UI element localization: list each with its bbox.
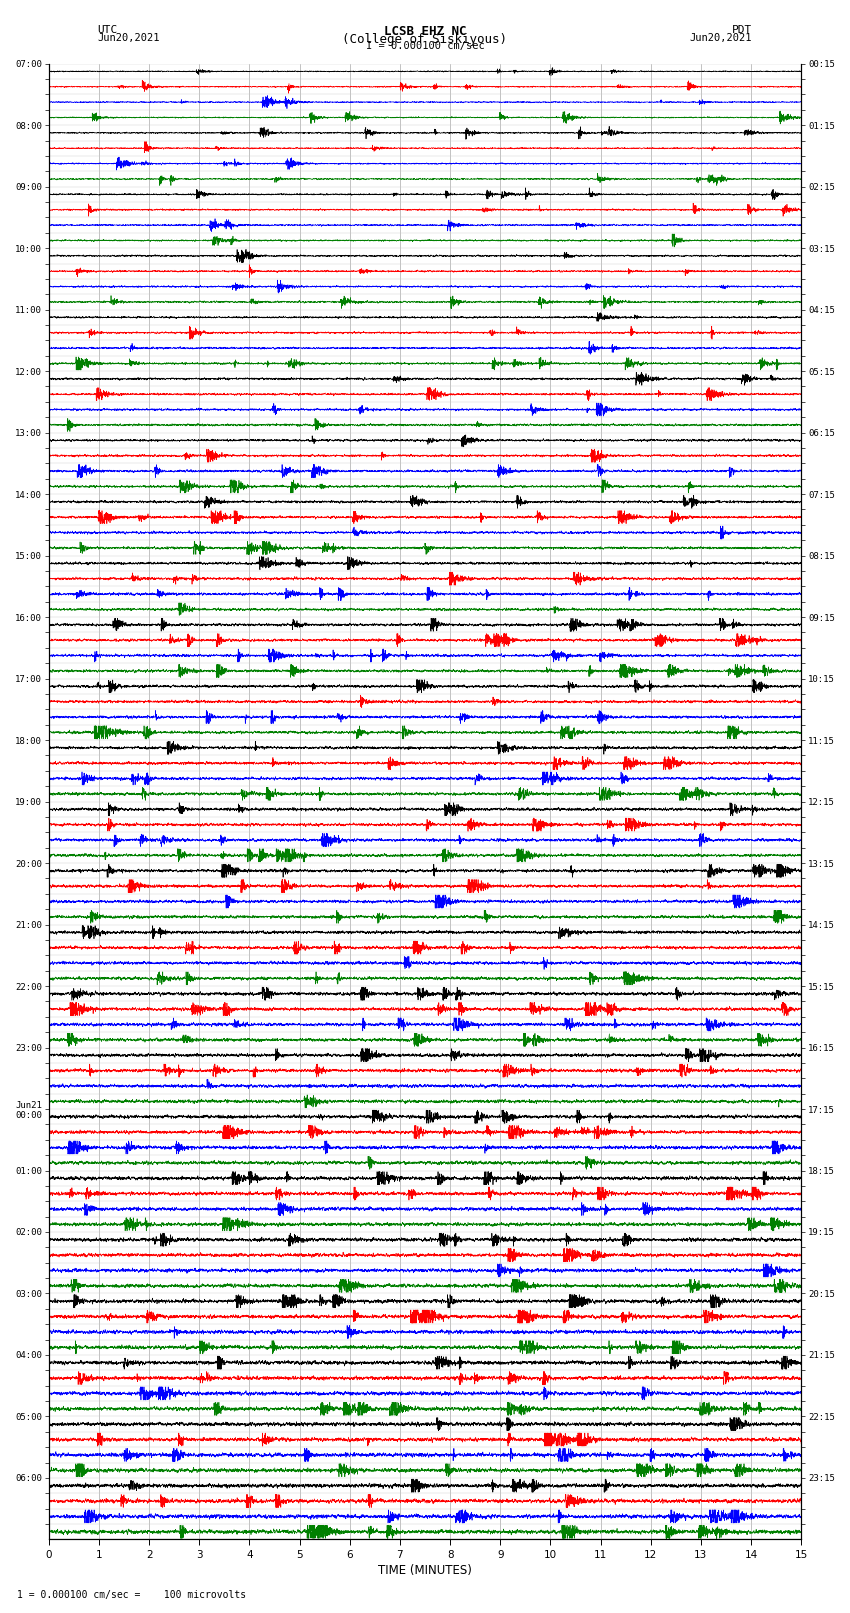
Text: PDT: PDT xyxy=(732,24,752,35)
Text: Jun20,2021: Jun20,2021 xyxy=(98,32,161,44)
Text: I = 0.000100 cm/sec: I = 0.000100 cm/sec xyxy=(366,40,484,52)
Text: LCSB EHZ NC: LCSB EHZ NC xyxy=(383,24,467,39)
Text: UTC: UTC xyxy=(98,24,118,35)
X-axis label: TIME (MINUTES): TIME (MINUTES) xyxy=(378,1565,472,1578)
Text: (College of Siskiyous): (College of Siskiyous) xyxy=(343,32,507,47)
Text: Jun20,2021: Jun20,2021 xyxy=(689,32,752,44)
Text: 1 = 0.000100 cm/sec =    100 microvolts: 1 = 0.000100 cm/sec = 100 microvolts xyxy=(17,1590,246,1600)
